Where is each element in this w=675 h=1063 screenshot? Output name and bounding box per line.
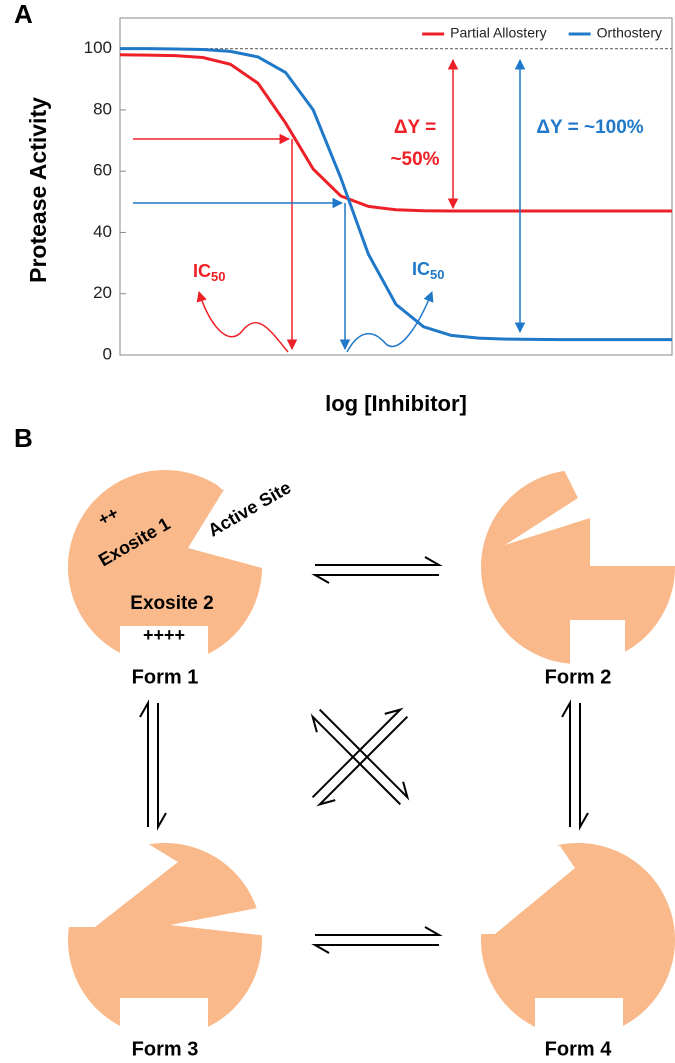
legend-label: Partial Allostery [450,25,546,41]
panel-label: B [14,423,33,453]
series-line [119,53,672,213]
form-4-shape [470,830,675,1043]
form-label: Form 1 [132,666,199,688]
form-3-shape [60,830,268,1043]
annotation: ΔY = [394,117,436,138]
annotation: IC50 [193,261,225,285]
plot-area: 0 20 40 60 80 100 Orthostery Partial Allostery [84,17,673,363]
annotation-subscript: 50 [211,269,225,284]
y-tick-label: 60 [93,161,112,180]
site-label: Exosite 2 [130,593,213,614]
equilibrium-arrow [311,556,443,584]
y-tick-label: 100 [84,38,112,57]
x-axis-label: log [Inhibitor] [325,391,467,416]
y-tick-label: 20 [93,283,112,302]
annotation-text: IC [412,259,430,279]
y-tick-label: 80 [93,99,112,118]
charge-label: ++++ [143,625,185,645]
plot-frame [119,17,673,356]
y-axis-label: Protease Activity [25,97,51,283]
y-tick-label: 0 [103,344,112,363]
annotation: ΔY = ~100% [536,117,643,138]
annotation: IC50 [412,259,444,283]
form-2-shape [481,462,675,670]
y-tick-label: 40 [93,222,112,241]
panel-label: A [14,0,33,29]
form-label: Form 2 [545,666,612,688]
annotation-arrows [133,58,526,353]
equilibrium-arrow [561,699,589,831]
annotation-text: IC [193,261,211,281]
annotation: ~50% [390,149,439,170]
form-label: Form 3 [132,1038,199,1060]
equilibrium-arrow [311,707,409,807]
series-line [120,47,672,342]
equilibrium-arrow [310,708,410,806]
equilibrium-arrow [139,699,167,831]
legend-label: Orthostery [597,25,662,41]
annotation-subscript: 50 [430,267,444,282]
form-1-shape [68,462,280,671]
equilibrium-arrow [311,926,443,954]
form-label: Form 4 [545,1038,613,1060]
